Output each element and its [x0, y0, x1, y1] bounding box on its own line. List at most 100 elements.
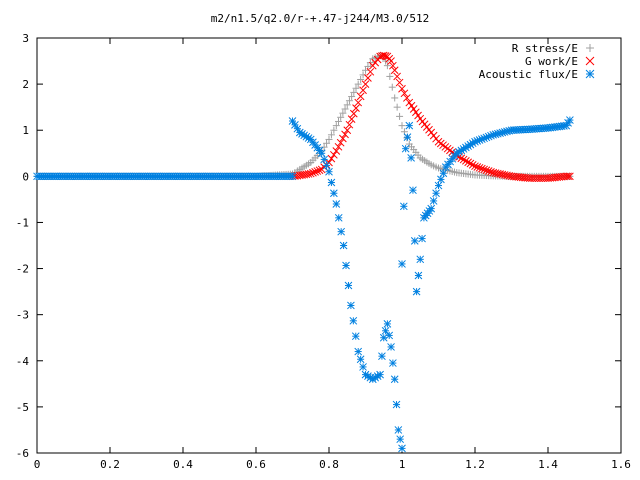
data-point	[347, 301, 355, 310]
data-point	[393, 103, 401, 111]
data-point	[383, 320, 392, 328]
data-point	[482, 166, 491, 175]
data-point	[356, 355, 365, 364]
legend-marker	[585, 56, 595, 66]
x-tick-label: 0	[34, 458, 41, 471]
data-point	[334, 142, 343, 151]
data-point	[361, 80, 370, 88]
data-point	[334, 213, 343, 222]
y-tick-label: 1	[22, 124, 29, 137]
data-point	[484, 167, 493, 175]
data-point	[387, 57, 395, 65]
data-point	[434, 181, 443, 190]
data-point	[429, 197, 438, 205]
data-point	[391, 94, 399, 102]
data-point	[330, 150, 338, 159]
data-point	[459, 155, 468, 164]
data-point	[386, 72, 394, 80]
data-point	[339, 134, 347, 143]
data-point	[395, 78, 404, 87]
data-point	[352, 84, 360, 92]
data-point	[336, 138, 345, 147]
data-point	[403, 94, 411, 102]
data-point	[337, 113, 345, 121]
data-point	[398, 260, 406, 268]
x-tick-label: 1.2	[465, 458, 485, 471]
legend-label: R stress/E	[512, 42, 578, 55]
data-point	[341, 130, 349, 139]
data-point	[350, 88, 358, 96]
data-point	[320, 143, 328, 151]
data-point	[410, 237, 419, 245]
y-tick-label: 0	[22, 170, 29, 183]
data-point	[503, 171, 511, 180]
data-point	[466, 159, 475, 168]
data-point	[354, 98, 363, 107]
data-point	[401, 144, 410, 153]
y-tick-label: -6	[16, 447, 29, 460]
x-tick-label: 0.2	[100, 458, 120, 471]
data-point	[345, 97, 353, 105]
axis-ticks: 0 0.2 0.4 0.6 0.8 1 1.2 1.4 1.6 3 2 1 0 -1 -2 -3 -4 -5 -6	[16, 32, 631, 471]
data-point	[398, 444, 406, 453]
data-point	[320, 155, 328, 164]
data-point	[317, 149, 326, 158]
data-point	[414, 271, 423, 280]
data-point	[475, 163, 484, 172]
data-point	[364, 74, 372, 82]
chart-title: m2/n1.5/q2.0/r-+.47-j244/M3.0/512	[211, 12, 430, 25]
data-point	[354, 80, 362, 88]
data-point	[564, 172, 572, 181]
data-point	[398, 84, 406, 93]
y-tick-label: -1	[16, 216, 29, 229]
legend-label: Acoustic flux/E	[479, 68, 578, 81]
data-point	[439, 169, 448, 178]
data-point	[387, 343, 395, 351]
y-tick-label: 3	[22, 32, 29, 45]
data-point	[343, 126, 352, 135]
data-point	[496, 170, 504, 178]
data-point	[477, 164, 486, 173]
data-point	[412, 287, 421, 296]
x-tick-label: 0.6	[246, 458, 266, 471]
data-point	[341, 105, 349, 113]
x-tick-label: 0.4	[173, 458, 193, 471]
data-point	[464, 158, 473, 167]
data-point	[566, 172, 574, 181]
y-tick-label: -2	[16, 263, 29, 276]
data-point	[392, 400, 401, 409]
data-point	[398, 122, 406, 130]
legend-marker	[585, 69, 595, 79]
data-point	[405, 121, 414, 130]
data-point	[339, 109, 347, 117]
data-point	[352, 104, 360, 112]
x-tick-label: 1.4	[538, 458, 558, 471]
data-point	[480, 165, 488, 174]
data-point	[388, 83, 396, 91]
x-tick-label: 1	[399, 458, 406, 471]
data-point	[399, 202, 408, 211]
data-point	[362, 66, 369, 74]
data-point	[342, 261, 350, 270]
data-point	[493, 169, 502, 178]
data-point	[427, 204, 436, 213]
data-point	[566, 116, 574, 124]
data-point	[311, 168, 319, 176]
data-point	[437, 175, 445, 184]
data-marks	[33, 51, 574, 453]
data-point	[405, 98, 414, 107]
data-point	[390, 66, 399, 75]
y-tick-label: 2	[22, 78, 29, 91]
data-point	[403, 133, 412, 141]
data-point	[378, 352, 386, 361]
series-1	[288, 51, 574, 183]
data-point	[359, 86, 367, 95]
data-point	[389, 359, 397, 367]
data-point	[468, 161, 477, 169]
data-point	[327, 131, 335, 139]
data-point	[322, 161, 331, 170]
data-point	[313, 167, 322, 175]
legend-marker	[586, 44, 594, 52]
data-point	[348, 93, 356, 101]
